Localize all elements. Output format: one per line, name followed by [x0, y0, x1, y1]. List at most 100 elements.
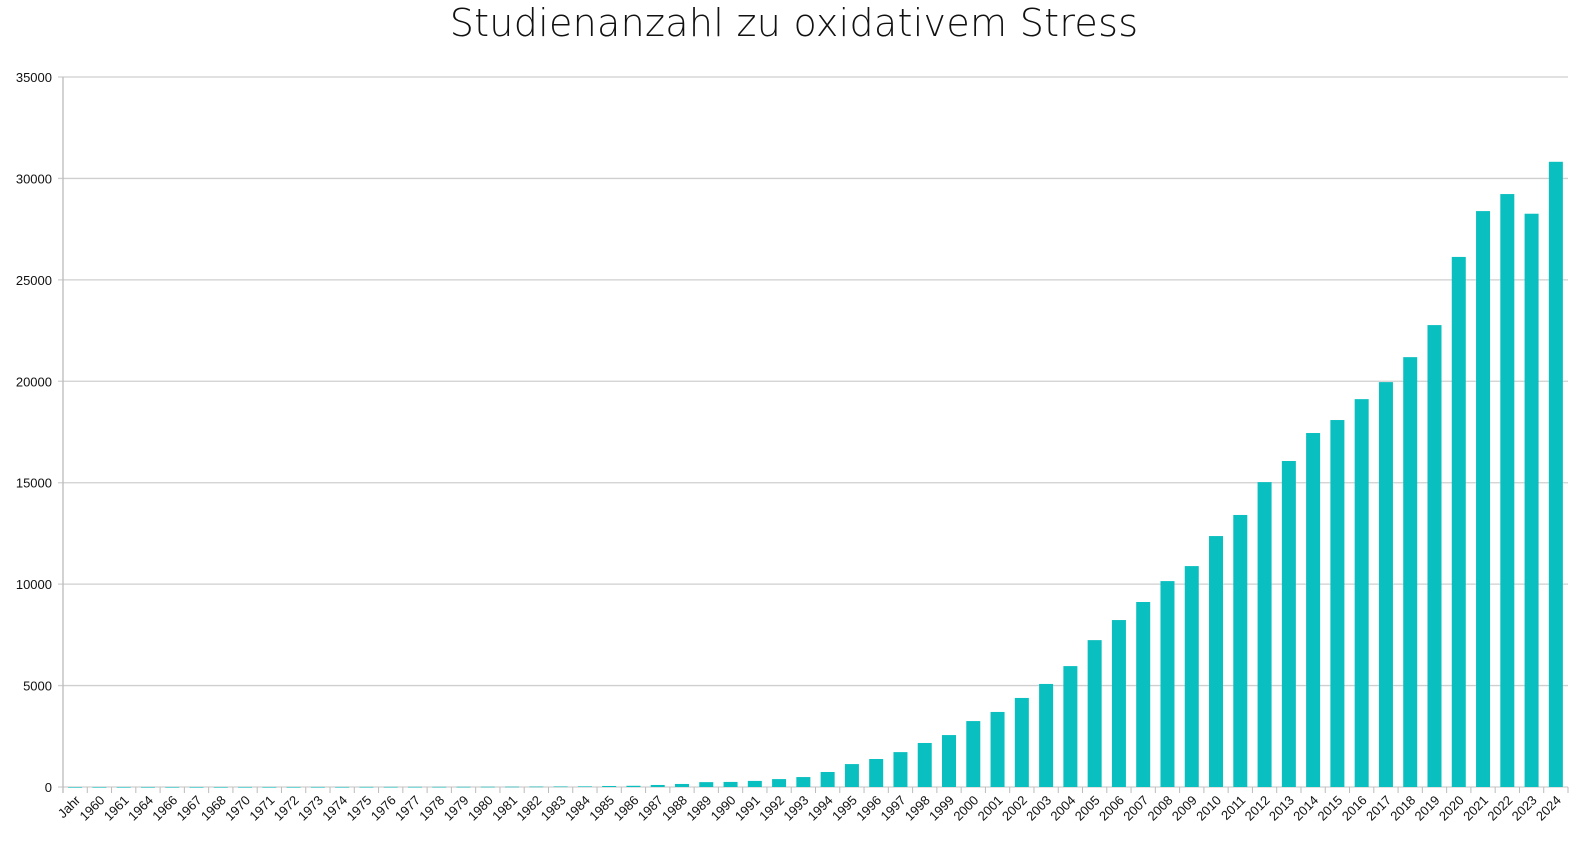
y-tick-label: 10000 — [16, 577, 52, 592]
bar-2002 — [1014, 697, 1029, 787]
bar-2008 — [1160, 581, 1175, 787]
bar-1984 — [577, 786, 592, 787]
x-tick-label: 1984 — [562, 793, 593, 824]
bar-1988 — [674, 783, 689, 787]
x-tick-label: 2022 — [1484, 793, 1515, 824]
x-tick-label: 2000 — [950, 793, 981, 824]
y-tick-label: 30000 — [16, 171, 52, 186]
x-tick-label: 1985 — [586, 793, 617, 824]
bar-1983 — [553, 786, 568, 788]
bar-1964 — [140, 786, 155, 788]
x-tick-label: 2016 — [1339, 793, 1370, 824]
bar-1979 — [456, 786, 471, 788]
bar-1995 — [844, 764, 859, 787]
bar-1991 — [747, 780, 762, 787]
x-tick-label: 2005 — [1072, 793, 1103, 824]
x-tick-label: 2015 — [1314, 793, 1345, 824]
bar-2016 — [1354, 399, 1369, 787]
x-tick-label: 1964 — [125, 793, 156, 824]
y-tick-label: 0 — [45, 780, 52, 795]
bar-1970 — [238, 786, 253, 788]
x-tick-label: 1979 — [441, 793, 472, 824]
bar-1977 — [407, 786, 422, 788]
x-tick-label: 1991 — [732, 793, 763, 824]
bar-1994 — [820, 771, 835, 787]
x-tick-label: 1994 — [805, 793, 836, 824]
x-tick-label: 1977 — [392, 793, 423, 824]
bar-2012 — [1257, 482, 1272, 787]
bar-2004 — [1063, 666, 1078, 787]
bar-1980 — [480, 786, 495, 788]
x-tick-label: 1976 — [368, 793, 399, 824]
y-tick-label: 5000 — [23, 679, 52, 694]
x-tick-label: 2011 — [1218, 793, 1248, 823]
bar-1987 — [650, 784, 665, 787]
bar-2007 — [1136, 601, 1151, 787]
bar-1989 — [699, 782, 714, 787]
x-tick-label: 1987 — [635, 793, 666, 824]
x-tick-label: 1995 — [829, 793, 860, 824]
bar-2003 — [1039, 683, 1054, 787]
bar-2006 — [1111, 620, 1126, 787]
x-tick-label: 1973 — [295, 793, 326, 824]
chart-title: Studienanzahl zu oxidativem Stress — [449, 1, 1139, 45]
x-tick-label: 2024 — [1533, 793, 1564, 824]
x-tick-label: 2006 — [1096, 793, 1127, 824]
x-tick-label: 2004 — [1047, 793, 1078, 824]
x-tick-label: 1966 — [149, 793, 180, 824]
x-tick-label: 1981 — [489, 793, 520, 824]
bar-1997 — [893, 752, 908, 787]
bar-1993 — [796, 777, 811, 787]
x-tick-label: 2012 — [1242, 793, 1273, 824]
bar-Jahr — [68, 787, 83, 788]
bar-1974 — [335, 786, 350, 788]
bar-1981 — [505, 786, 520, 788]
x-tick-label: 1993 — [780, 793, 811, 824]
bar-2015 — [1330, 420, 1345, 787]
x-tick-label: 1998 — [902, 793, 933, 824]
x-tick-label: 2023 — [1509, 793, 1540, 824]
bar-1992 — [772, 779, 787, 787]
bar-1985 — [602, 785, 617, 787]
x-tick-label: 1967 — [174, 793, 205, 824]
bar-2010 — [1209, 536, 1224, 787]
bar-2021 — [1476, 211, 1491, 788]
bar-1975 — [359, 786, 374, 788]
x-tick-label: 2013 — [1266, 793, 1297, 824]
x-tick-label: 2009 — [1169, 793, 1200, 824]
bar-2018 — [1403, 357, 1418, 787]
x-tick-label: 1997 — [878, 793, 909, 824]
bar-2017 — [1378, 382, 1393, 787]
x-tick-label: 2019 — [1412, 793, 1443, 824]
x-tick-label: 1960 — [76, 793, 107, 824]
y-tick-label: 25000 — [16, 273, 52, 288]
x-tick-label: 1990 — [708, 793, 739, 824]
bar-2013 — [1281, 461, 1296, 787]
bar-1973 — [310, 786, 325, 788]
x-tick-label: 1992 — [756, 793, 787, 824]
x-tick-label: 1986 — [611, 793, 642, 824]
bar-2024 — [1548, 161, 1563, 787]
x-tick-label: 2002 — [999, 793, 1030, 824]
bar-1990 — [723, 781, 738, 787]
x-tick-label: 1974 — [319, 793, 350, 824]
bar-2019 — [1427, 325, 1442, 787]
bar-1961 — [116, 786, 131, 788]
bar-1967 — [189, 786, 204, 788]
bar-1986 — [626, 785, 641, 787]
bar-2014 — [1306, 433, 1321, 787]
y-tick-label: 15000 — [16, 476, 52, 491]
bar-1982 — [529, 786, 544, 788]
x-tick-label: 2003 — [1023, 793, 1054, 824]
x-tick-label: 1975 — [343, 793, 374, 824]
bar-1996 — [869, 759, 884, 787]
x-tick-label: 1988 — [659, 793, 690, 824]
x-tick-label: 1971 — [246, 793, 277, 824]
x-tick-label: 1961 — [101, 793, 132, 824]
x-tick-label: 2021 — [1460, 793, 1491, 824]
bar-1968 — [213, 786, 228, 788]
bar-1999 — [942, 735, 957, 787]
x-tick-label: 1978 — [416, 793, 447, 824]
x-tick-label: 1980 — [465, 793, 496, 824]
